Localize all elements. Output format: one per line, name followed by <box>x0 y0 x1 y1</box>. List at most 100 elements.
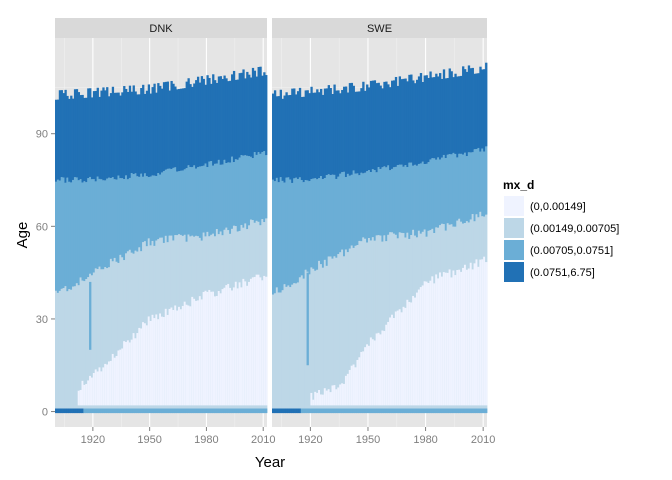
tile-high-mid <box>316 179 319 270</box>
tile-infant <box>70 408 73 414</box>
tile-high-mid <box>138 176 141 248</box>
tile-lowest <box>251 277 255 406</box>
tile-high-mid <box>196 167 200 237</box>
tile-infant <box>327 408 330 414</box>
tile-high-mid <box>179 170 183 235</box>
tile-highest <box>79 95 82 180</box>
tile-infant <box>79 408 82 414</box>
tile-high-mid <box>183 169 187 235</box>
tile-high-mid <box>377 167 380 236</box>
tile-infant <box>337 408 340 414</box>
tile-high-mid <box>178 171 181 235</box>
tile-highest <box>287 95 290 178</box>
tile-lowest <box>404 307 407 406</box>
tile-infant <box>183 408 187 414</box>
tile-low-mid <box>242 227 245 279</box>
tile-highest <box>477 73 480 148</box>
tile-infant <box>231 408 234 414</box>
tile-infant <box>214 408 217 414</box>
tile-highest <box>379 85 382 169</box>
tile-high-mid <box>458 153 461 219</box>
tile-lowest <box>178 306 181 406</box>
tile-low-mid <box>170 235 173 308</box>
tile-low-mid <box>159 237 162 314</box>
tile-low-mid <box>321 267 325 395</box>
tile-highest <box>231 74 234 157</box>
tile-lowest <box>206 291 209 406</box>
tile-high-mid <box>75 177 79 284</box>
tile-low-mid <box>215 229 219 296</box>
tile-high-mid <box>195 168 198 236</box>
tile-high-mid <box>339 173 342 253</box>
tile-lowest <box>391 314 394 406</box>
facet-strip-swe <box>272 18 487 38</box>
tile-lowest <box>415 292 419 406</box>
tile-highest <box>181 88 185 171</box>
tile-lowest <box>87 380 90 406</box>
tile-infant <box>142 408 145 414</box>
tile-high-mid <box>119 178 122 255</box>
tile-high-mid <box>248 156 251 226</box>
tile-highest <box>319 88 323 177</box>
tile-low-mid <box>341 249 344 384</box>
tile-highest <box>85 97 88 183</box>
tile-high-mid <box>251 158 255 221</box>
tile-infant <box>108 408 111 414</box>
tile-low-mid <box>231 228 234 291</box>
tile-low-mid <box>366 242 369 345</box>
tile-infant <box>463 408 467 414</box>
tile-low-mid <box>415 237 419 293</box>
tile-low-mid <box>181 235 185 306</box>
tile-high-mid <box>479 151 482 212</box>
tile-highest <box>132 85 135 175</box>
tile-lowest <box>208 289 211 406</box>
tile-lowest <box>231 290 234 406</box>
tile-infant <box>295 408 298 414</box>
tile-highest <box>402 78 405 167</box>
tile-highest <box>145 90 149 177</box>
tile-lowest <box>485 262 488 406</box>
tile-infant <box>210 408 213 414</box>
tile-highest <box>335 90 338 179</box>
tile-infant <box>481 408 484 414</box>
tile-lowest <box>414 297 417 406</box>
tile-lowest <box>312 399 315 406</box>
tile-infant <box>412 408 415 414</box>
tile-infant <box>289 408 292 414</box>
tile-highest <box>427 77 430 163</box>
tile-infant <box>389 408 392 414</box>
tile-lowest <box>329 392 332 406</box>
tile-highest <box>90 97 94 180</box>
tile-high-mid <box>306 180 309 272</box>
tile-low-mid <box>352 247 355 365</box>
facet-panel-swe: SWE <box>272 18 488 427</box>
tile-lowest <box>369 337 373 406</box>
tile-infant <box>244 408 247 414</box>
tile-high-mid <box>319 176 323 265</box>
tile-infant <box>128 408 132 414</box>
tile-lowest <box>134 338 137 406</box>
tile-low-mid <box>145 246 149 326</box>
tile-infant <box>321 408 325 414</box>
tile-highest <box>435 73 438 160</box>
tile-high-mid <box>89 176 92 274</box>
tile-low-mid <box>60 288 63 409</box>
tile-low-mid <box>187 234 190 306</box>
tile-high-mid <box>83 181 86 282</box>
tile-lowest <box>408 301 411 406</box>
tile-infant <box>404 408 407 414</box>
tile-low-mid <box>333 256 336 386</box>
tile-highest <box>164 81 168 170</box>
tile-low-mid <box>212 233 215 292</box>
tile-low-mid <box>72 286 75 409</box>
tile-high-mid <box>325 175 329 266</box>
tile-high-mid <box>483 151 486 217</box>
tile-low-mid <box>404 237 407 308</box>
tile-lowest <box>425 281 428 406</box>
tile-infant <box>383 408 386 414</box>
tile-lowest <box>221 289 224 406</box>
tile-low-mid <box>387 234 390 322</box>
tile-lowest <box>195 300 198 406</box>
tile-infant <box>341 408 344 414</box>
tile-low-mid <box>348 248 352 370</box>
